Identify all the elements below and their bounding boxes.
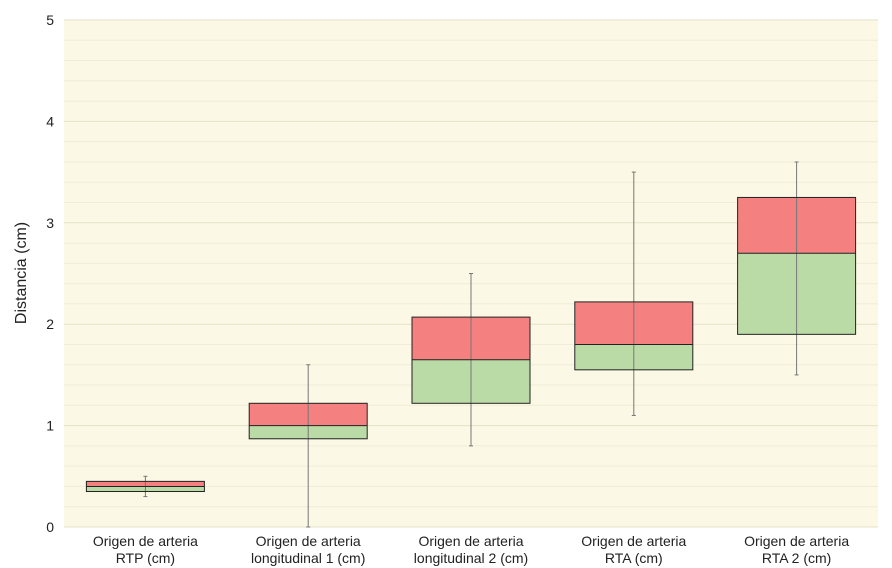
x-category-label: Origen de arteria longitudinal 2 (cm) (414, 533, 528, 566)
x-axis-labels: Origen de arteria RTP (cm) Origen de arter… (93, 533, 849, 566)
x-category-label: Origen de arteria longitudinal 1 (cm) (251, 533, 365, 566)
y-tick-label: 5 (46, 12, 54, 28)
x-category-label: Origen de arteria RTA (cm) (581, 533, 686, 566)
box-4 (574, 171, 694, 416)
box-outline (737, 196, 857, 335)
y-axis-title: Distancia (cm) (13, 222, 30, 324)
box-outline (574, 301, 694, 371)
box-outline (85, 480, 205, 493)
y-tick-label: 0 (46, 519, 54, 535)
box-2 (248, 364, 368, 528)
y-tick-label: 2 (46, 316, 54, 332)
y-tick-label: 1 (46, 418, 54, 434)
y-axis-ticks: 0 1 2 3 4 5 (46, 12, 54, 535)
box-3 (411, 273, 531, 447)
y-tick-label: 3 (46, 215, 54, 231)
box-outline (411, 316, 531, 404)
box-series (85, 161, 857, 528)
y-tick-label: 4 (46, 113, 54, 129)
box-outline (248, 402, 368, 440)
x-category-label: Origen de arteria RTP (cm) (93, 533, 198, 566)
box-1 (85, 475, 205, 498)
x-category-label: Origen de arteria RTA 2 (cm) (744, 533, 849, 566)
box-5 (737, 161, 857, 376)
